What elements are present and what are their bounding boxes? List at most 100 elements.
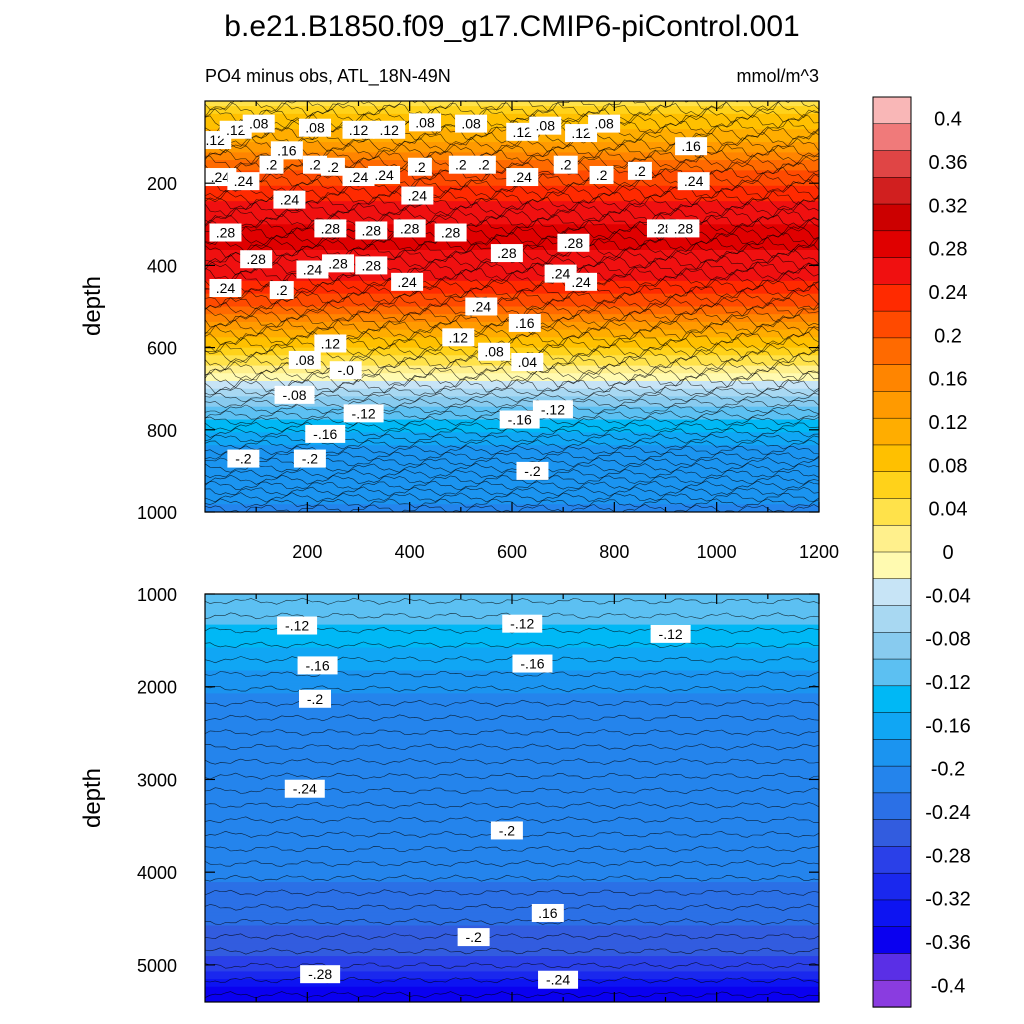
bottom-fill-band (205, 874, 819, 878)
colorbar-label: 0.4 (934, 109, 962, 131)
top-contour-label-text: .24 (397, 274, 417, 290)
top-contour-label-box (442, 328, 475, 347)
colorbar-swatch (872, 979, 912, 1008)
bottom-fill-band (205, 680, 819, 684)
bottom-panel: -.12 -.12 -.12 -.16 -.16 -.2 -.24 -.2 .16 -.2 -.28… (79, 585, 820, 1003)
top-contour-line (205, 439, 819, 450)
top-contour-label-box (478, 342, 511, 361)
top-contour-label-text: -.08 (282, 387, 306, 403)
bottom-fill-band (205, 953, 819, 957)
top-contour-label-box (471, 155, 496, 174)
top-y-tick-label: 1000 (137, 503, 177, 523)
top-contour-label-text: .2 (634, 163, 646, 179)
bottom-fill-band (205, 843, 819, 848)
top-contour-label: .08 (288, 350, 321, 369)
top-fill-band (205, 398, 819, 403)
top-contour-line (205, 130, 819, 148)
top-fill-band (205, 373, 819, 377)
top-y-tick-label: 200 (147, 174, 177, 194)
bottom-fill-band (205, 856, 819, 860)
top-fill-band (205, 154, 819, 159)
bottom-contour-line (205, 758, 819, 766)
top-fill-band (205, 188, 819, 192)
subtitle-left: PO4 minus obs, ATL_18N-49N (205, 66, 451, 87)
bottom-fill-band (205, 887, 819, 891)
top-contour-label: .28 (667, 219, 700, 238)
bottom-contour-label-box (538, 970, 579, 989)
top-fill-band (205, 203, 819, 207)
top-fill-band (205, 144, 819, 148)
top-contour-label-text: .08 (594, 116, 614, 132)
top-fill-band (205, 216, 819, 220)
top-fill-band (205, 275, 819, 279)
top-contour-label-box (465, 297, 498, 316)
top-fill-band (205, 185, 819, 189)
top-contour-label-box (355, 256, 388, 275)
top-fill-band (205, 306, 819, 310)
bottom-fill-band (205, 634, 819, 638)
bottom-fill-band (205, 912, 819, 916)
top-contour-label: .12 (342, 120, 375, 139)
top-contour-label-text: .12 (512, 124, 532, 140)
top-contour-label-text: .12 (379, 122, 399, 138)
top-fill-band (205, 111, 819, 115)
bottom-fill-band (205, 724, 819, 728)
top-fill-band (205, 239, 819, 243)
top-fill-band (205, 465, 819, 469)
top-fill-band (205, 375, 819, 380)
bottom-fill-band (205, 884, 819, 888)
top-contour-label: .24 (391, 272, 424, 291)
bottom-y-axis-label: depth (79, 768, 106, 828)
bottom-fill-band (205, 718, 819, 723)
top-contour-label-text: .2 (414, 159, 426, 175)
bottom-fill-band (205, 922, 819, 927)
top-contour-label-box (242, 114, 275, 133)
bottom-contour-line (205, 743, 819, 751)
top-contour-label-box (296, 260, 329, 279)
bottom-contour-line (205, 903, 819, 911)
bottom-fill-band (205, 637, 819, 641)
top-fill-band (205, 160, 819, 164)
top-contour-label-text: .12 (349, 122, 369, 138)
top-fill-band (205, 267, 819, 272)
top-fill-band (205, 434, 819, 439)
top-fill-band (205, 476, 819, 480)
top-contour-label-box (314, 219, 347, 238)
bottom-fill-band (205, 930, 819, 934)
chart-title: b.e21.B1850.f09_g17.CMIP6-piControl.001 (224, 10, 799, 43)
top-fill-band (205, 383, 819, 387)
colorbar-swatch (872, 578, 912, 607)
colorbar-swatch (872, 150, 912, 178)
colorbar-label: -0.2 (931, 759, 965, 781)
bottom-contour-label-box (490, 821, 523, 840)
bottom-contour-label-box (650, 624, 691, 643)
top-contour-label-text: .12 (321, 335, 341, 351)
bottom-fill-band (205, 900, 819, 904)
top-x-tick-label: 400 (395, 542, 425, 562)
top-contour-label: -.2 (516, 461, 549, 480)
colorbar-swatch (872, 712, 912, 741)
top-contour-label-text: .16 (681, 138, 701, 154)
colorbar-swatch (872, 257, 912, 285)
top-contour-line (205, 324, 819, 342)
bottom-fill-band (205, 667, 819, 672)
bottom-fill-band (205, 759, 819, 763)
bottom-fill-band (205, 810, 819, 814)
bottom-fill-band (205, 803, 819, 807)
bottom-fill-band (205, 698, 819, 702)
top-contour-label: .16 (508, 313, 541, 332)
bottom-fill-band (205, 652, 819, 656)
top-fill-band (205, 208, 819, 213)
top-contour-label-text: .24 (211, 169, 231, 185)
top-contour-label-box (343, 404, 384, 423)
colorbar-swatch (872, 872, 912, 901)
top-contour-label-text: .12 (226, 122, 246, 138)
bottom-fill-band (205, 741, 819, 746)
top-contour-label: .16 (270, 141, 303, 160)
top-y-tick-label: 400 (147, 256, 177, 276)
top-contour-label-box (329, 361, 362, 380)
top-contour-label-text: .24 (234, 173, 254, 189)
top-fill-band (205, 432, 819, 436)
top-contour-label-text: .28 (362, 257, 382, 273)
top-contour-label-box (532, 400, 573, 419)
